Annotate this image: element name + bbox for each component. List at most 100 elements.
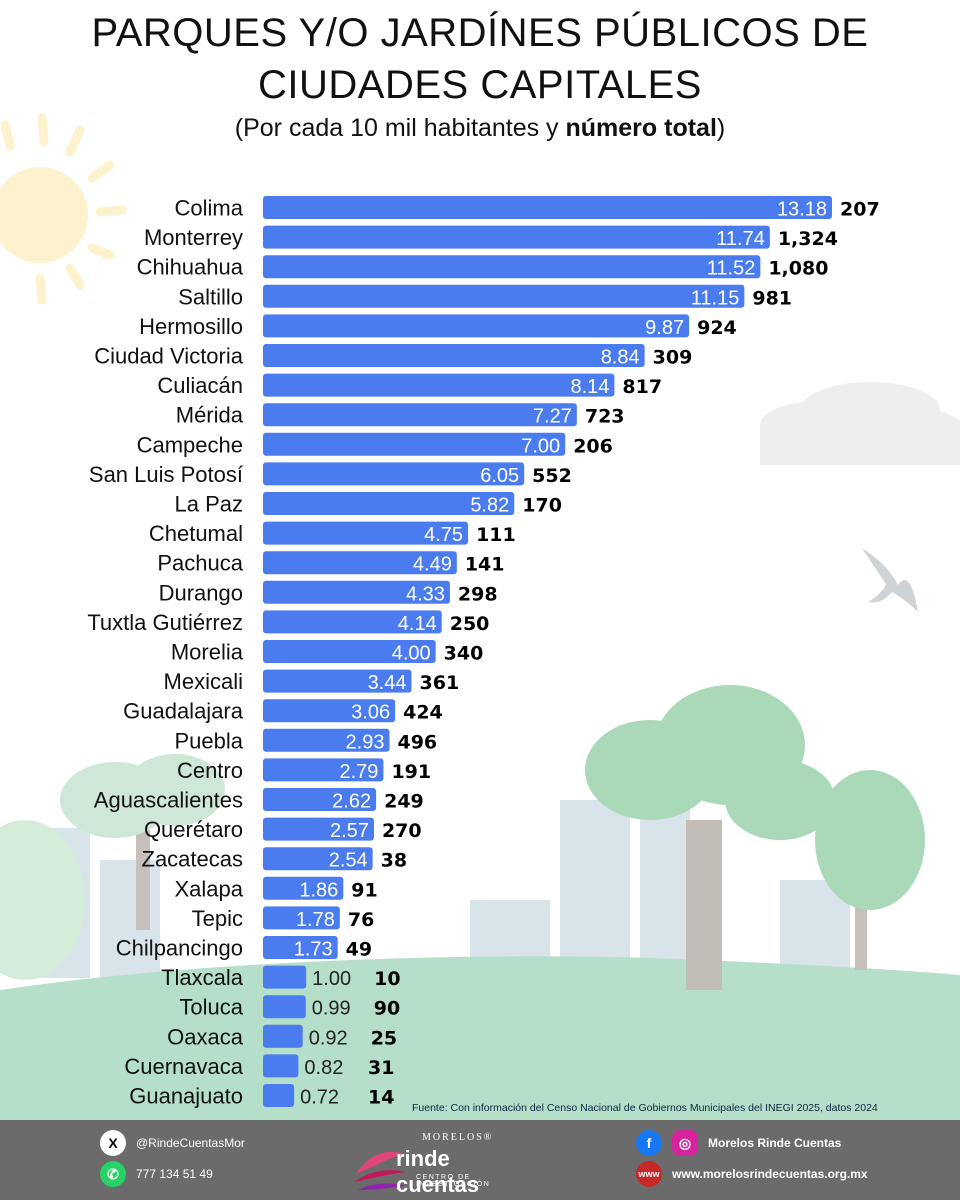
- bar-value-label: 2.54: [329, 850, 368, 872]
- bar: [263, 847, 373, 871]
- bar-value-label: 0.82: [304, 1057, 343, 1079]
- bar: [263, 462, 525, 486]
- bar: [263, 432, 566, 456]
- category-label: Saltillo: [178, 284, 243, 309]
- category-label: Oaxaca: [167, 1024, 244, 1049]
- x-icon: X: [100, 1130, 126, 1156]
- bar-value-label: 2.57: [330, 820, 369, 842]
- category-label: La Paz: [175, 492, 244, 517]
- bar: [263, 699, 396, 723]
- social-contact[interactable]: f ◎ Morelos Rinde Cuentas: [636, 1130, 841, 1156]
- logo-mark-icon: [354, 1151, 406, 1190]
- category-label: Guadalajara: [123, 699, 244, 724]
- category-label: Hermosillo: [139, 314, 243, 339]
- twitter-contact[interactable]: X @RindeCuentasMor: [100, 1130, 245, 1156]
- bar-value-label: 6.05: [480, 465, 519, 487]
- category-label: Cuernavaca: [124, 1054, 243, 1079]
- bar: [263, 284, 745, 308]
- total-label: 298: [458, 583, 498, 605]
- total-label: 1,080: [768, 258, 828, 280]
- total-label: 496: [397, 731, 437, 753]
- bar-chart: Colima 13.18 207 Monterrey 11.74 1,324 Chihuah…: [87, 196, 879, 1109]
- category-label: Guanajuato: [129, 1084, 243, 1109]
- bar: [263, 758, 384, 782]
- bar-value-label: 8.84: [601, 347, 640, 369]
- footer-bar: X @RindeCuentasMor ✆ 777 134 51 49 MOREL…: [0, 1120, 960, 1200]
- category-label: Querétaro: [144, 817, 243, 842]
- total-label: 250: [450, 613, 490, 635]
- instagram-icon: ◎: [672, 1130, 698, 1156]
- bar: [263, 314, 690, 338]
- total-label: 817: [622, 376, 662, 398]
- bar: [263, 936, 338, 959]
- whatsapp-contact[interactable]: ✆ 777 134 51 49: [100, 1161, 213, 1187]
- category-label: Tuxtla Gutiérrez: [87, 610, 243, 635]
- total-label: 340: [444, 643, 484, 665]
- category-label: Puebla: [174, 728, 243, 753]
- bar-value-label: 2.79: [340, 761, 379, 783]
- chart-title-line1: PARQUES Y/O JARDÍNES PÚBLICOS DE: [91, 11, 869, 55]
- total-label: 91: [351, 879, 377, 901]
- total-label: 361: [420, 672, 460, 694]
- bar-value-label: 4.49: [413, 554, 452, 576]
- bar: [263, 640, 436, 663]
- bar: [263, 817, 374, 841]
- bar-value-label: 13.18: [777, 199, 827, 221]
- bar-value-label: 1.73: [294, 939, 333, 961]
- ground-hill: [0, 956, 960, 1120]
- bar: [263, 344, 645, 367]
- bar: [263, 965, 307, 989]
- category-label: Pachuca: [157, 551, 243, 576]
- category-label: San Luis Potosí: [89, 462, 243, 487]
- bar-value-label: 11.74: [716, 228, 765, 250]
- bar-value-label: 4.00: [392, 643, 431, 665]
- bar: [263, 492, 515, 515]
- website-contact[interactable]: www www.morelosrindecuentas.org.mx: [636, 1161, 868, 1187]
- total-label: 723: [585, 406, 625, 428]
- bar-value-label: 1.78: [296, 909, 335, 931]
- total-label: 249: [384, 791, 424, 813]
- bar: [263, 521, 469, 545]
- total-label: 141: [465, 554, 505, 576]
- category-label: Mexicali: [164, 669, 243, 694]
- total-label: 38: [381, 850, 407, 872]
- total-label: 25: [371, 1027, 397, 1049]
- bar-value-label: 3.06: [351, 702, 390, 724]
- total-label: 1,324: [778, 228, 838, 250]
- total-label: 309: [653, 347, 693, 369]
- total-label: 206: [573, 435, 613, 457]
- logo-sub-text: CENTRO DE INVESTIGACIÓN: [416, 1174, 491, 1188]
- total-label: 424: [403, 702, 443, 724]
- bar-value-label: 0.92: [309, 1027, 348, 1049]
- total-label: 10: [374, 968, 400, 990]
- bar: [263, 995, 306, 1019]
- category-label: Campeche: [137, 432, 243, 457]
- chart-subtitle: (Por cada 10 mil habitantes y número tot…: [0, 114, 960, 143]
- bar: [263, 1084, 295, 1107]
- phone-number: 777 134 51 49: [136, 1167, 213, 1181]
- category-label: Toluca: [179, 995, 243, 1020]
- category-label: Tepic: [192, 906, 243, 931]
- category-label: Durango: [159, 580, 243, 605]
- logo-registered: ®: [483, 1132, 494, 1143]
- twitter-handle: @RindeCuentasMor: [136, 1136, 245, 1150]
- subtitle-close: ): [716, 114, 726, 142]
- logo-top-text: MORELOS®: [422, 1132, 493, 1143]
- category-label: Ciudad Victoria: [94, 344, 244, 369]
- bar: [263, 610, 442, 634]
- total-label: 14: [368, 1087, 394, 1109]
- tree-right-small: [815, 770, 925, 970]
- bar-value-label: 5.82: [470, 495, 509, 517]
- bar: [263, 551, 457, 575]
- bar: [263, 876, 344, 900]
- bar-value-label: 3.44: [368, 672, 407, 694]
- category-label: Xalapa: [174, 876, 243, 901]
- total-label: 111: [476, 524, 516, 546]
- bar: [263, 580, 450, 604]
- total-label: 31: [368, 1057, 394, 1079]
- website-url: www.morelosrindecuentas.org.mx: [672, 1167, 868, 1181]
- bar: [263, 1054, 299, 1078]
- bar: [263, 373, 615, 397]
- category-label: Tlaxcala: [161, 965, 244, 990]
